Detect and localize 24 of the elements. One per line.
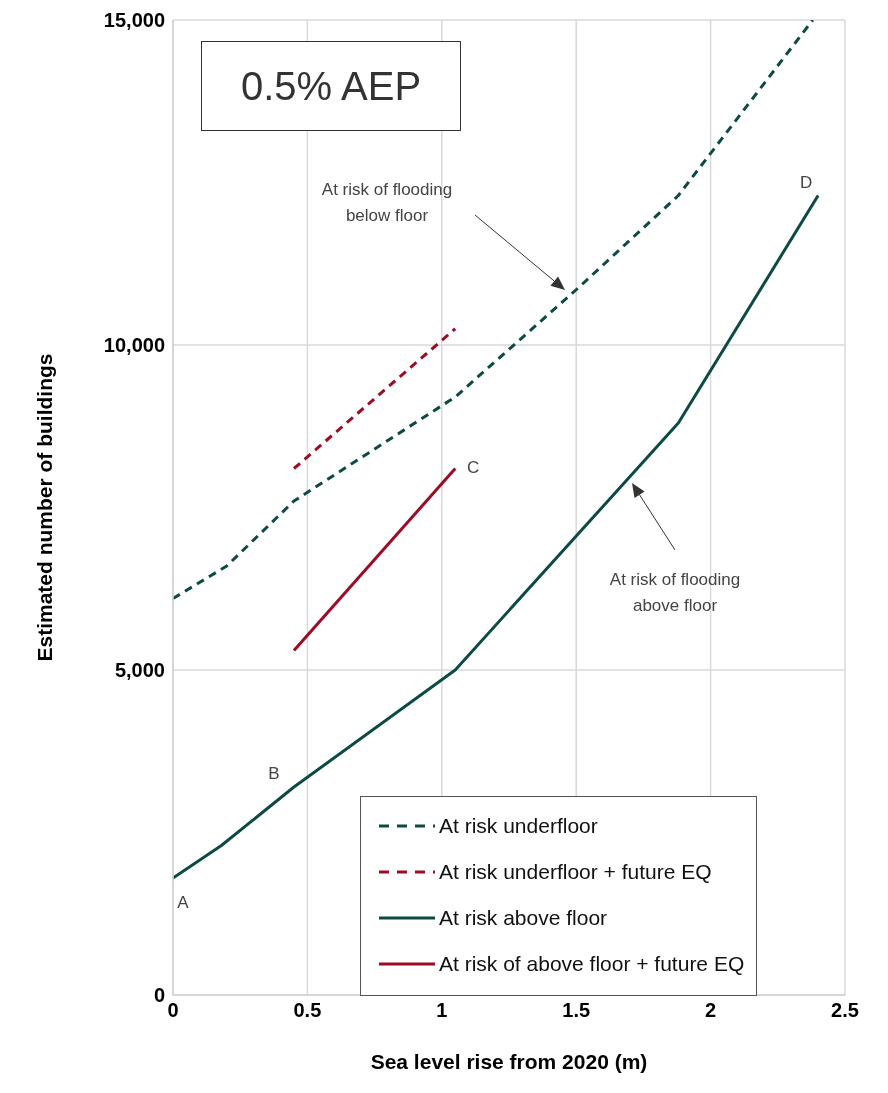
annotation: C bbox=[467, 457, 480, 477]
y-tick-label: 15,000 bbox=[103, 9, 165, 32]
x-tick-label: 1.5 bbox=[562, 999, 591, 1022]
x-tick-label: 1 bbox=[436, 999, 448, 1022]
line-series bbox=[173, 20, 815, 600]
annotation: 0.5% AEP bbox=[201, 41, 461, 131]
annotation: D bbox=[799, 172, 813, 192]
x-tick-label: 0 bbox=[167, 999, 179, 1022]
y-tick-label: 0 bbox=[153, 984, 165, 1007]
legend-label: At risk above floor bbox=[439, 906, 608, 930]
y-tick-label: 10,000 bbox=[103, 334, 165, 357]
y-axis-title: Estimated number of buildings bbox=[33, 353, 57, 662]
annotation: At risk of flooding above floor bbox=[609, 570, 741, 615]
legend-label: At risk underfloor + future EQ bbox=[439, 860, 712, 884]
y-tick-label: 5,000 bbox=[114, 659, 165, 682]
x-tick-label: 2.5 bbox=[831, 999, 859, 1022]
legend-label: At risk underfloor bbox=[439, 814, 598, 838]
annotation: At risk of flooding below floor bbox=[321, 180, 453, 225]
x-axis-title: Sea level rise from 2020 (m) bbox=[370, 1050, 648, 1073]
x-tick-label: 0.5 bbox=[293, 999, 322, 1022]
x-tick-label: 2 bbox=[705, 999, 717, 1022]
annotation: A bbox=[177, 893, 190, 912]
legend-label: At risk of above floor + future EQ bbox=[439, 952, 745, 976]
annotation: B bbox=[268, 764, 280, 783]
